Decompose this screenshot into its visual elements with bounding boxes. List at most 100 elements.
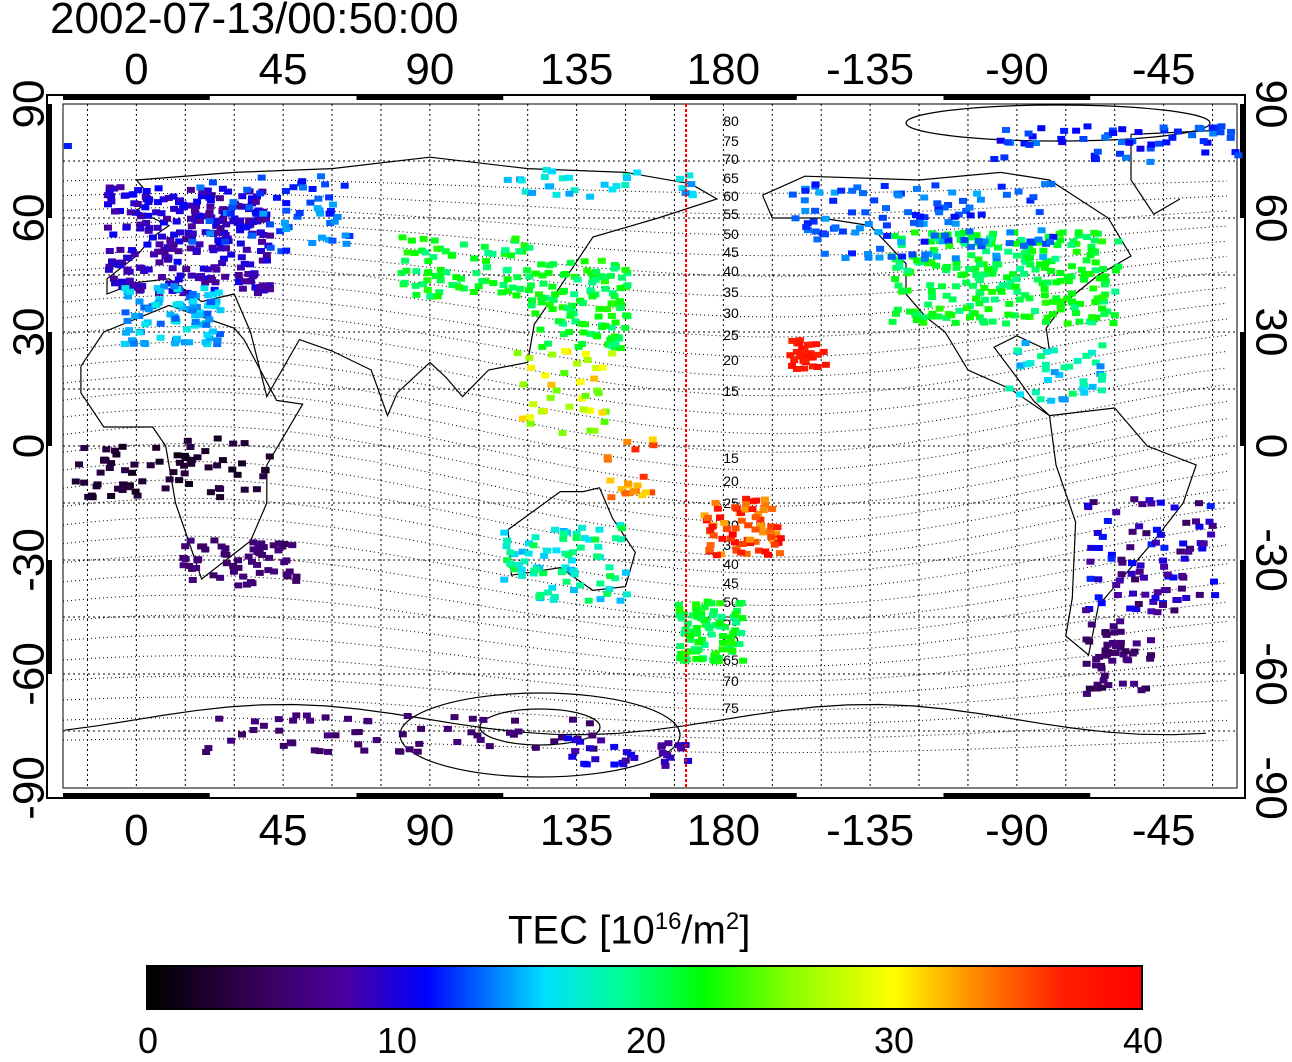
tec-cell [544, 340, 553, 347]
tec-cell [419, 235, 428, 242]
tec-cell [1112, 582, 1121, 588]
tec-cell [265, 453, 274, 460]
tec-cell [976, 196, 985, 203]
tec-cell [249, 727, 258, 733]
tec-cell [538, 343, 547, 350]
tec-cell [607, 342, 616, 349]
tec-cell [578, 300, 587, 307]
tec-cell [565, 329, 574, 336]
tec-cell [821, 231, 829, 238]
tec-cell [951, 255, 960, 262]
tec-cell [1089, 499, 1098, 506]
tec-cell [161, 485, 170, 492]
tec-cell [728, 531, 737, 538]
tec-cell [201, 339, 210, 346]
tec-cell [957, 272, 966, 279]
tec-cell [256, 190, 265, 197]
tec-cell [191, 319, 200, 325]
tec-cell [506, 560, 514, 567]
mlat-contour [62, 326, 1228, 397]
tec-cell [1072, 248, 1081, 255]
tec-cell [742, 550, 751, 557]
tec-cell [168, 245, 177, 252]
tec-cell [306, 717, 315, 724]
tec-cell [172, 335, 181, 342]
tec-cell [502, 543, 511, 550]
tec-cell [737, 599, 746, 606]
tec-cell [249, 546, 258, 553]
tec-cell [561, 564, 570, 571]
tec-cell [1048, 311, 1057, 318]
tec-cell [617, 486, 626, 492]
tec-cell [648, 436, 657, 443]
colorbar-tick: 40 [1122, 1020, 1164, 1061]
tec-cell [118, 487, 127, 493]
tec-cell [123, 317, 132, 324]
tec-cell [172, 218, 181, 225]
tec-cell [878, 214, 887, 221]
tec-cell [696, 615, 705, 622]
tec-cell [1002, 191, 1011, 198]
tec-cell [474, 283, 483, 290]
tec-cell [396, 748, 405, 755]
tec-cell [759, 529, 768, 536]
tec-cell [1046, 239, 1054, 245]
border-segment [356, 793, 504, 798]
tec-cell [1094, 594, 1103, 601]
tec-cell [1098, 305, 1107, 312]
tec-cell [155, 458, 164, 465]
tec-cell [282, 207, 291, 214]
tec-cell [990, 296, 999, 303]
tec-cell [761, 502, 770, 509]
tec-cell [1147, 541, 1156, 548]
tec-cell [1103, 518, 1112, 524]
tec-cell [570, 187, 579, 194]
tec-cell [1029, 194, 1038, 201]
tec-cell [166, 237, 175, 243]
tec-cell [633, 482, 642, 489]
tec-cell [472, 270, 481, 277]
tec-cell [238, 460, 246, 467]
tec-cell [601, 278, 609, 285]
tec-cell [606, 573, 615, 580]
tec-cell [119, 481, 128, 488]
tec-cell [1121, 648, 1130, 655]
tec-cell [933, 253, 941, 260]
tec-cell [129, 340, 138, 347]
tec-cell [1130, 680, 1139, 687]
tec-cell [730, 539, 739, 546]
tec-cell [729, 630, 738, 637]
tec-cell [263, 257, 271, 264]
tec-cell [912, 317, 921, 324]
tec-cell [141, 321, 150, 328]
tec-cell [1052, 295, 1061, 302]
tec-cell [1135, 568, 1144, 575]
tec-cell [1234, 152, 1243, 159]
tec-cell [1049, 298, 1057, 305]
tec-cell [1037, 125, 1046, 132]
tec-cell [1031, 308, 1039, 314]
border-segment [63, 95, 210, 100]
tec-cell [568, 302, 577, 309]
tec-cell [433, 293, 442, 300]
tec-cell [664, 740, 673, 747]
tec-cell [796, 352, 805, 359]
tec-cell [1210, 578, 1218, 585]
tec-cell [243, 186, 252, 193]
tec-cell [1092, 662, 1100, 669]
tec-cell [1100, 298, 1108, 305]
tec-cell [791, 215, 800, 222]
tec-cell [1056, 237, 1065, 244]
tec-cell [249, 539, 258, 546]
tec-cell [165, 280, 174, 287]
lon-tick-bottom: 135 [540, 806, 613, 855]
tec-cell [181, 543, 190, 550]
tec-cell [1055, 299, 1064, 305]
tec-cell [864, 221, 873, 227]
tec-cell [709, 657, 718, 664]
tec-cell [502, 267, 511, 274]
tec-cell [1041, 181, 1050, 188]
mlat-label: 80 [723, 113, 739, 129]
tec-cell [1101, 652, 1110, 659]
tec-cell [990, 156, 999, 162]
